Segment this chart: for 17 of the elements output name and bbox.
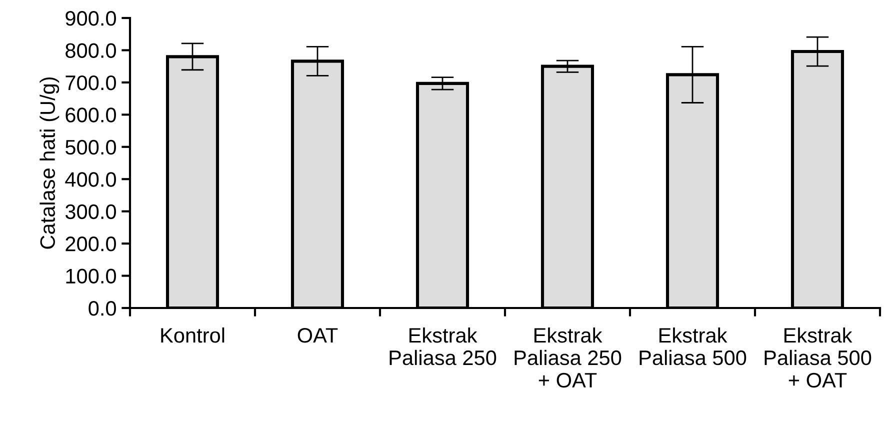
y-tick-label: 300.0 (65, 204, 116, 220)
y-tick-label: 100.0 (66, 268, 116, 284)
x-tick-label: Ekstrak Paliasa 250 (390, 327, 496, 366)
y-tick-label: 600.0 (66, 108, 116, 122)
y-tick-label: 500.0 (66, 140, 116, 155)
x-tick-label: OAT (298, 328, 338, 343)
x-tick-label: Kontrol (161, 327, 224, 343)
y-tick-label: 200.0 (66, 236, 116, 252)
y-tick-label: 400.0 (65, 172, 116, 187)
y-tick-label: 0.0 (88, 301, 116, 316)
y-axis-title: Catalase hati (U/g) (40, 77, 60, 249)
y-tick-label: 800.0 (66, 43, 116, 58)
y-tick-label: 900.0 (66, 11, 116, 26)
y-tick-label: 700.0 (66, 75, 116, 90)
x-tick-label: Ekstrak Paliasa 250 + OAT (514, 327, 622, 388)
x-tick-label: Ekstrak Paliasa 500 + OAT (764, 327, 872, 388)
x-tick-label: Ekstrak Paliasa 500 (640, 327, 746, 366)
